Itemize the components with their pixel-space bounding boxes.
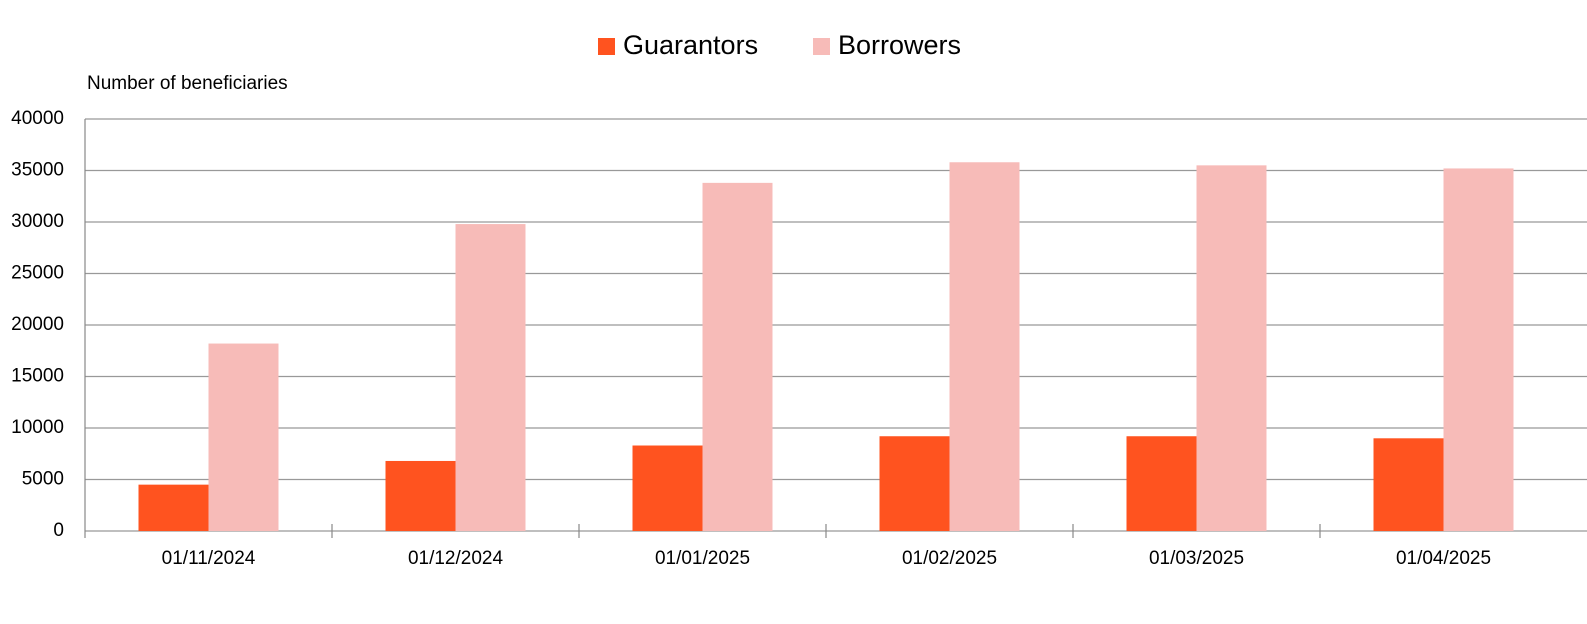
x-tick-label: 01/11/2024: [162, 548, 256, 569]
bar: [1373, 438, 1444, 531]
bar: [208, 343, 279, 531]
bar: [949, 162, 1020, 531]
bar: [879, 436, 950, 531]
x-tick-label: 01/03/2025: [1149, 548, 1244, 569]
y-tick-label: 25000: [11, 263, 64, 284]
legend-swatch: [598, 38, 615, 55]
y-tick-label: 0: [53, 520, 64, 541]
bar: [138, 484, 209, 531]
y-tick-label: 20000: [11, 314, 64, 335]
x-tick-label: 01/02/2025: [902, 548, 997, 569]
legend-swatch: [813, 38, 830, 55]
legend-label: Borrowers: [838, 30, 961, 60]
x-tick-label: 01/01/2025: [655, 548, 750, 569]
y-tick-label: 5000: [22, 469, 64, 490]
y-axis-label: Number of beneficiaries: [87, 73, 288, 94]
x-tick-label: 01/04/2025: [1396, 548, 1491, 569]
x-tick-label: 01/12/2024: [408, 548, 504, 569]
bar: [1443, 168, 1514, 531]
y-tick-label: 30000: [11, 211, 64, 232]
y-tick-label: 15000: [11, 366, 64, 387]
bar: [632, 445, 703, 531]
bar: [385, 460, 456, 531]
bar: [1196, 165, 1267, 531]
bar: [702, 182, 773, 532]
legend-label: Guarantors: [623, 30, 758, 60]
bar: [1126, 436, 1197, 531]
y-tick-label: 10000: [11, 417, 64, 438]
y-tick-label: 35000: [11, 160, 64, 181]
y-tick-label: 40000: [11, 108, 64, 129]
bar: [455, 224, 526, 531]
